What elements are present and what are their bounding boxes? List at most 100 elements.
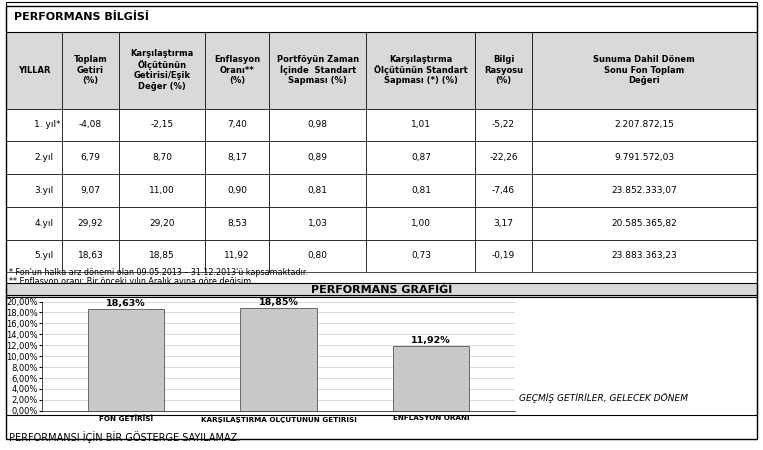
Text: 1,03: 1,03 [307, 219, 327, 228]
Text: 23.883.363,23: 23.883.363,23 [611, 252, 677, 261]
Text: 0,73: 0,73 [411, 252, 431, 261]
Bar [366, 207, 475, 239]
Text: 1. yıl*: 1. yıl* [34, 121, 61, 130]
Bar [269, 207, 366, 239]
Text: 0,80: 0,80 [307, 252, 327, 261]
Text: ** Enflasyon oranı: Bir önceki yılın Aralık ayına göre değişim.: ** Enflasyon oranı: Bir önceki yılın Ara… [9, 277, 254, 286]
Text: 0,89: 0,89 [307, 153, 327, 162]
Text: Karşılaştırma
Ölçütünün Standart
Sapması (*) (%): Karşılaştırma Ölçütünün Standart Sapması… [374, 54, 468, 86]
Text: * Fon'un halka arz dönemi olan 09.05.2013 – 31.12.2013'ü kapsamaktadır.: * Fon'un halka arz dönemi olan 09.05.201… [9, 268, 308, 277]
Text: -2,15: -2,15 [150, 121, 173, 130]
Text: 18,85: 18,85 [149, 252, 175, 261]
Text: PERFORMANSI İÇİN BİR GÖSTERGE SAYILAMAZ.: PERFORMANSI İÇİN BİR GÖSTERGE SAYILAMAZ. [9, 432, 240, 443]
Text: 0,90: 0,90 [227, 186, 247, 195]
Bar [393, 346, 469, 411]
Bar [366, 174, 475, 207]
Text: 8,70: 8,70 [152, 153, 172, 162]
Bar [119, 239, 205, 272]
Bar [532, 108, 757, 141]
Bar [63, 141, 119, 174]
Bar [63, 174, 119, 207]
Text: 0,81: 0,81 [307, 186, 327, 195]
Bar [366, 239, 475, 272]
Text: Enflasyon
Oranı**
(%): Enflasyon Oranı** (%) [214, 55, 260, 85]
Text: -0,19: -0,19 [492, 252, 515, 261]
Text: 0,81: 0,81 [411, 186, 431, 195]
Text: 29,92: 29,92 [78, 219, 103, 228]
Text: GEÇMİŞ GETİRİLER, GELECEK DÖNEM: GEÇMİŞ GETİRİLER, GELECEK DÖNEM [519, 393, 687, 403]
Text: Sunuma Dahil Dönem
Sonu Fon Toplam
Değeri: Sunuma Dahil Dönem Sonu Fon Toplam Değer… [594, 55, 695, 85]
Bar [475, 174, 532, 207]
Bar [63, 207, 119, 239]
Text: 20.585.365,82: 20.585.365,82 [611, 219, 677, 228]
Bar [475, 108, 532, 141]
Bar [269, 174, 366, 207]
Text: 18,63%: 18,63% [106, 299, 146, 308]
Bar [366, 108, 475, 141]
Bar [532, 141, 757, 174]
Bar [269, 32, 366, 108]
Bar [6, 32, 63, 108]
Text: 5.yıl: 5.yıl [34, 252, 53, 261]
Bar [205, 239, 269, 272]
Bar [532, 207, 757, 239]
Text: 2.207.872,15: 2.207.872,15 [614, 121, 674, 130]
Bar [119, 108, 205, 141]
Text: 9.791.572,03: 9.791.572,03 [614, 153, 674, 162]
Bar [119, 207, 205, 239]
Text: 8,53: 8,53 [227, 219, 247, 228]
Bar [88, 309, 164, 411]
Text: -7,46: -7,46 [492, 186, 515, 195]
Bar [205, 207, 269, 239]
Text: 2.yıl: 2.yıl [34, 153, 53, 162]
Text: 1,00: 1,00 [411, 219, 431, 228]
Bar [6, 239, 63, 272]
Text: PERFORMANS GRAFİĞİ: PERFORMANS GRAFİĞİ [311, 285, 452, 295]
Bar [63, 239, 119, 272]
Bar [119, 141, 205, 174]
Bar [532, 239, 757, 272]
Text: 11,00: 11,00 [149, 186, 175, 195]
Text: 29,20: 29,20 [149, 219, 175, 228]
Bar [240, 308, 317, 411]
Text: 6,79: 6,79 [81, 153, 101, 162]
Bar [205, 32, 269, 108]
Bar [269, 239, 366, 272]
Bar [475, 32, 532, 108]
Bar [475, 141, 532, 174]
Bar [532, 32, 757, 108]
Bar [63, 32, 119, 108]
Bar [63, 108, 119, 141]
Text: 0,87: 0,87 [411, 153, 431, 162]
Text: Bilgi
Rasyosu
(%): Bilgi Rasyosu (%) [484, 55, 523, 85]
Text: Karşılaştırma
Ölçütünün
Getirisi/Eşik
Değer (%): Karşılaştırma Ölçütünün Getirisi/Eşik De… [130, 50, 194, 91]
Text: PERFORMANS BİLGİSİ: PERFORMANS BİLGİSİ [14, 12, 149, 22]
Text: -4,08: -4,08 [79, 121, 102, 130]
Bar [6, 141, 63, 174]
Bar [532, 174, 757, 207]
Text: 11,92%: 11,92% [411, 336, 451, 345]
Text: Portföyün Zaman
İçinde  Standart
Sapması (%): Portföyün Zaman İçinde Standart Sapması … [277, 54, 359, 86]
Bar [475, 207, 532, 239]
Bar [205, 108, 269, 141]
Text: 18,63: 18,63 [78, 252, 104, 261]
Text: 0,98: 0,98 [307, 121, 327, 130]
Text: 11,92: 11,92 [224, 252, 250, 261]
Bar [269, 141, 366, 174]
Bar [119, 32, 205, 108]
Bar [6, 108, 63, 141]
Text: 8,17: 8,17 [227, 153, 247, 162]
Text: 9,07: 9,07 [81, 186, 101, 195]
Bar [6, 207, 63, 239]
Text: 3.yıl: 3.yıl [34, 186, 53, 195]
Bar [205, 141, 269, 174]
Text: -22,26: -22,26 [489, 153, 518, 162]
Text: 4.yıl: 4.yıl [34, 219, 53, 228]
Bar [475, 239, 532, 272]
Bar [205, 174, 269, 207]
Bar [6, 174, 63, 207]
Bar [269, 108, 366, 141]
Text: YILLAR: YILLAR [18, 66, 50, 75]
Text: 3,17: 3,17 [494, 219, 513, 228]
Bar [366, 32, 475, 108]
